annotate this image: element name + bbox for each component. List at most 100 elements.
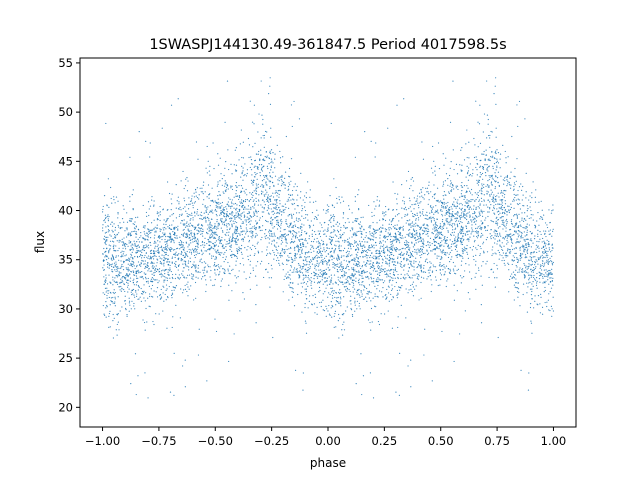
data-point	[506, 175, 508, 178]
data-point	[361, 393, 363, 396]
data-point	[337, 271, 339, 273]
data-point	[412, 228, 415, 230]
data-point	[215, 213, 217, 216]
data-point	[250, 193, 253, 195]
data-point	[339, 233, 341, 236]
data-point	[468, 264, 470, 266]
data-point	[327, 310, 329, 312]
data-point	[276, 228, 279, 230]
data-point	[497, 152, 500, 154]
data-point	[362, 375, 365, 377]
data-point	[512, 271, 515, 273]
data-point	[463, 213, 465, 215]
data-point	[321, 239, 323, 241]
data-point	[398, 249, 400, 251]
data-point	[529, 201, 532, 204]
data-point	[271, 177, 273, 179]
data-point	[242, 221, 244, 223]
data-point	[430, 266, 432, 268]
data-point	[206, 380, 208, 382]
data-point	[177, 265, 180, 268]
data-point	[321, 273, 323, 275]
data-point	[288, 299, 290, 301]
data-point	[301, 205, 303, 207]
data-point	[278, 225, 281, 228]
data-point	[342, 276, 344, 278]
data-point	[422, 196, 424, 199]
data-point	[282, 156, 284, 158]
data-point	[372, 232, 374, 234]
data-point	[379, 254, 381, 256]
data-point	[254, 214, 256, 217]
data-point	[316, 306, 318, 308]
data-point	[152, 296, 154, 298]
data-point	[159, 257, 161, 259]
data-point	[386, 245, 388, 247]
data-point	[301, 272, 304, 274]
data-point	[305, 332, 308, 334]
data-point	[237, 213, 239, 215]
data-point	[270, 161, 272, 164]
data-point	[445, 210, 448, 212]
data-point	[376, 270, 378, 272]
data-point	[409, 251, 411, 253]
data-point	[453, 201, 455, 203]
data-point	[153, 255, 155, 257]
data-point	[418, 207, 420, 209]
data-point	[509, 228, 512, 231]
data-point	[209, 221, 211, 223]
data-point	[392, 219, 394, 221]
data-point	[424, 217, 426, 220]
data-point	[413, 215, 415, 218]
data-point	[442, 269, 444, 271]
data-point	[178, 215, 180, 218]
data-point	[300, 282, 302, 284]
data-point	[174, 237, 176, 239]
data-point	[485, 149, 487, 151]
data-point	[368, 204, 370, 207]
data-point	[489, 159, 491, 162]
data-point	[542, 275, 544, 278]
data-point	[310, 272, 313, 275]
data-point	[293, 202, 295, 205]
data-point	[170, 270, 172, 273]
data-point	[435, 200, 438, 202]
data-point	[190, 251, 193, 253]
data-point	[240, 201, 243, 203]
data-point	[357, 248, 360, 250]
data-point	[516, 266, 518, 268]
data-point	[266, 209, 268, 211]
data-point	[461, 181, 463, 184]
data-point	[546, 239, 548, 241]
data-point	[163, 219, 165, 221]
data-point	[533, 307, 535, 309]
data-point	[132, 288, 135, 291]
data-point	[343, 241, 346, 243]
data-point	[348, 269, 350, 271]
data-point	[231, 202, 233, 205]
data-point	[442, 234, 444, 236]
data-point	[281, 176, 283, 178]
data-point	[443, 264, 445, 266]
data-point	[459, 230, 461, 232]
data-point	[267, 206, 269, 209]
data-point	[117, 313, 119, 315]
data-point	[275, 190, 277, 192]
data-point	[414, 225, 416, 227]
data-point	[257, 153, 259, 155]
data-point	[552, 230, 554, 232]
data-point	[434, 230, 436, 232]
data-point	[417, 204, 420, 207]
data-point	[442, 183, 445, 185]
data-point	[429, 242, 431, 244]
data-point	[351, 267, 353, 269]
data-point	[396, 289, 398, 292]
data-point	[265, 193, 267, 195]
data-point	[115, 261, 117, 263]
data-point	[532, 281, 534, 283]
data-point	[184, 284, 186, 287]
data-point	[499, 245, 501, 247]
data-point	[284, 177, 286, 179]
data-point	[287, 225, 289, 227]
data-point	[541, 260, 544, 262]
